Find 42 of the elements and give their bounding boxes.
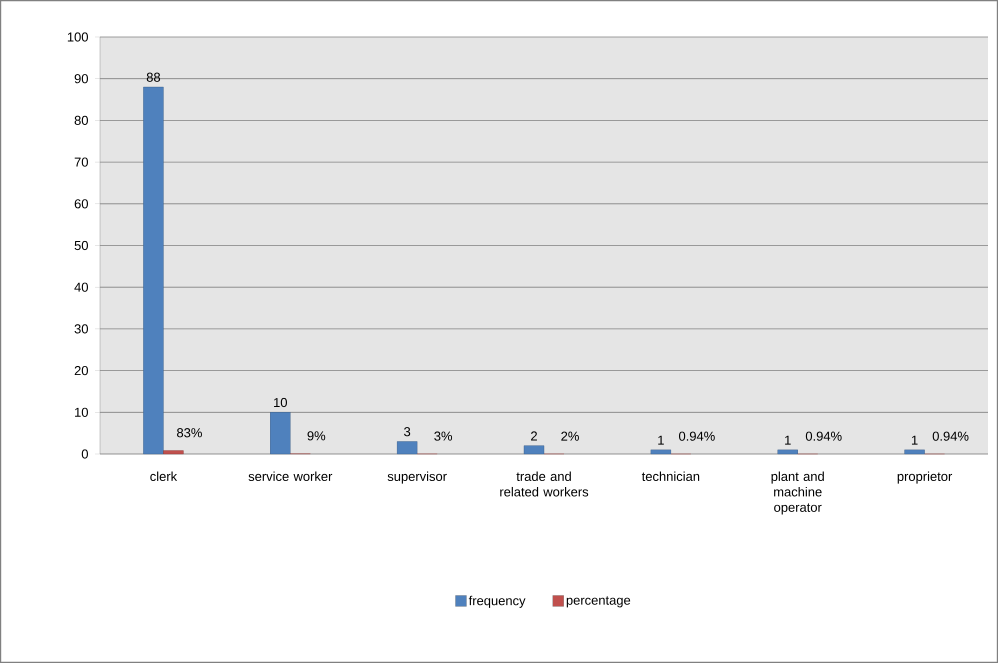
- x-tick-label: technician: [642, 472, 700, 482]
- bar: [143, 86, 164, 454]
- x-tick-label: proprietor: [898, 472, 952, 484]
- bar: [904, 450, 925, 454]
- data-label: 10: [274, 398, 287, 408]
- y-tick-label: 70: [74, 158, 88, 167]
- data-label: 88: [146, 72, 160, 82]
- y-tick-label: 60: [74, 199, 88, 208]
- data-label: 2: [531, 431, 537, 440]
- bar: [396, 441, 418, 454]
- data-label: 0.94%: [932, 432, 968, 441]
- data-label: 2%: [561, 432, 579, 441]
- x-tick-label: plant and machine operator: [772, 472, 824, 514]
- bar: [270, 412, 290, 454]
- y-tick-label: 30: [74, 324, 88, 334]
- x-tick-label: service worker: [248, 472, 332, 482]
- x-tick-label: trade and related workers: [500, 472, 588, 496]
- y-tick-label: 20: [74, 366, 88, 376]
- x-tick-label: supervisor: [388, 472, 447, 484]
- legend-label: percentage: [566, 596, 630, 608]
- y-tick-label: 40: [74, 282, 88, 292]
- legend-label: frequency: [468, 596, 526, 608]
- y-tick-label: 50: [74, 240, 88, 250]
- data-label: 9%: [308, 431, 326, 440]
- data-label: 0.94%: [806, 432, 842, 441]
- y-tick-label: 10: [75, 408, 88, 417]
- y-tick-label: 80: [74, 116, 88, 125]
- data-label: 83%: [177, 428, 202, 438]
- data-label: 1: [658, 436, 664, 445]
- bar: [778, 450, 798, 454]
- data-label: 1: [785, 436, 791, 445]
- data-label: 1: [912, 436, 918, 445]
- y-tick-label: 0: [82, 449, 88, 459]
- data-label: 0.94%: [679, 432, 715, 441]
- bar: [524, 445, 544, 454]
- x-tick-label: clerk: [150, 472, 178, 482]
- data-label: 3%: [434, 432, 452, 441]
- y-tick-label: 90: [74, 74, 88, 84]
- y-tick-label: 100: [68, 32, 88, 42]
- data-label: 3: [404, 427, 410, 436]
- bar: [163, 450, 184, 454]
- bar: [650, 450, 672, 454]
